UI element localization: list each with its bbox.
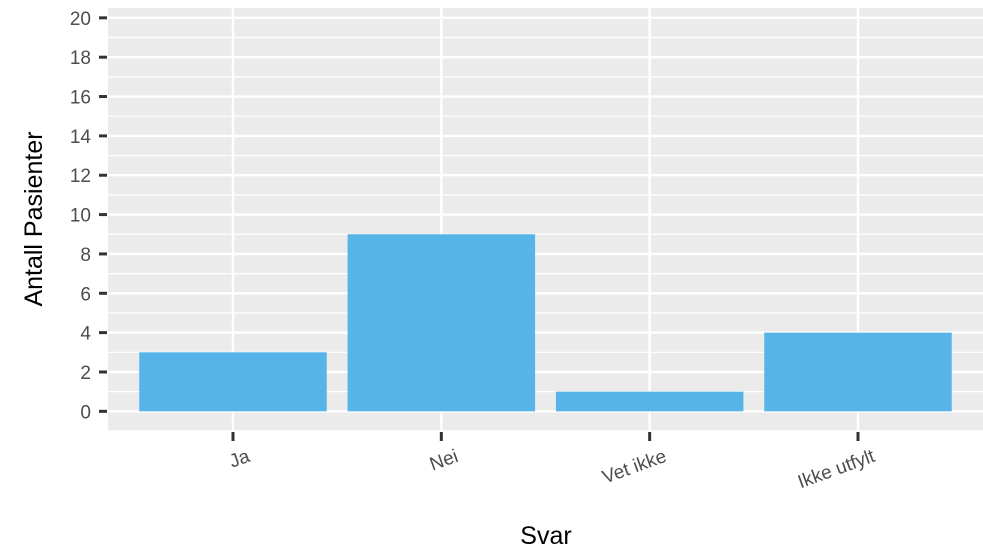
y-tick-label: 18 <box>70 48 91 69</box>
y-tick-label: 8 <box>80 245 91 266</box>
x-tick-label: Ja <box>227 446 253 473</box>
x-axis-title: Svar <box>520 522 571 550</box>
y-tick-label: 4 <box>80 324 91 345</box>
y-tick-label: 14 <box>70 127 92 148</box>
x-tick-label: Nei <box>427 446 461 475</box>
y-tick-label: 12 <box>70 166 91 187</box>
y-axis-title: Antall Pasienter <box>20 131 48 306</box>
x-tick-label: Ikke utfylt <box>795 446 878 493</box>
bar-vet-ikke <box>555 391 744 412</box>
y-tick-label: 20 <box>70 9 91 30</box>
y-tick-label: 2 <box>80 363 91 384</box>
x-axis: Ja Nei Vet ikke Ikke utfylt <box>227 432 878 493</box>
bar-ja <box>139 352 327 412</box>
bar-nei <box>347 234 536 412</box>
y-tick-label: 16 <box>70 88 91 109</box>
y-tick-label: 10 <box>70 206 91 227</box>
x-tick-label: Vet ikke <box>600 446 670 488</box>
bars <box>139 234 952 412</box>
y-tick-label: 0 <box>80 402 91 423</box>
y-axis: 0 2 4 6 8 10 12 14 16 18 20 <box>70 9 107 423</box>
bar-ikke-utfylt <box>764 332 952 412</box>
y-tick-label: 6 <box>80 284 91 305</box>
